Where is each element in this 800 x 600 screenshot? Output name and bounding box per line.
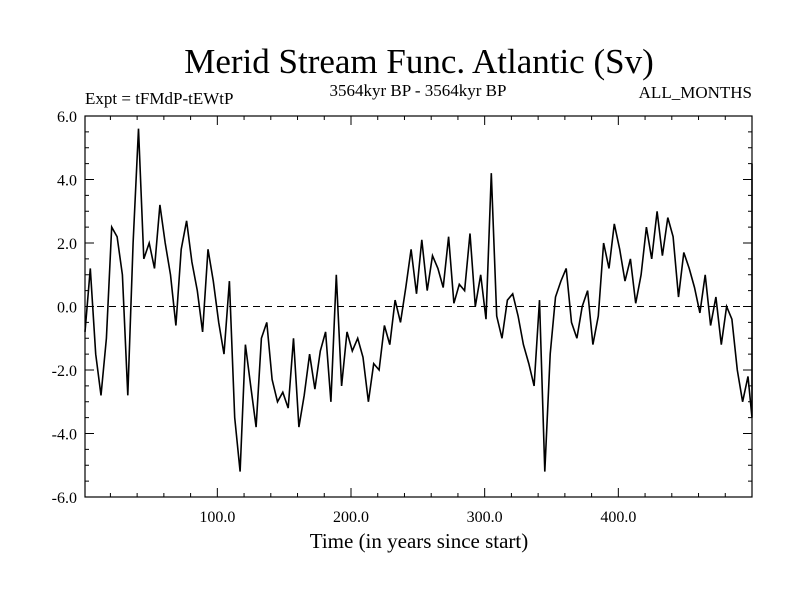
y-tick-label: 4.0 [57,173,77,190]
period-label: 3564kyr BP - 3564kyr BP [330,81,507,100]
x-tick-label: 100.0 [199,509,235,526]
experiment-label: Expt = tFMdP-tEWtP [85,89,233,108]
y-tick-label: 2.0 [57,236,77,253]
y-tick-label: -4.0 [52,427,77,444]
chart-title: Merid Stream Func. Atlantic (Sv) [184,42,654,81]
x-tick-label: 300.0 [467,509,503,526]
y-tick-label: -2.0 [52,363,77,380]
x-axis-label: Time (in years since start) [310,529,529,553]
y-tick-label: 6.0 [57,109,77,126]
x-tick-label: 400.0 [600,509,636,526]
x-tick-label: 200.0 [333,509,369,526]
y-tick-label: -6.0 [52,490,77,507]
months-label: ALL_MONTHS [639,83,752,102]
y-tick-label: 0.0 [57,300,77,317]
series-line [84,128,753,472]
